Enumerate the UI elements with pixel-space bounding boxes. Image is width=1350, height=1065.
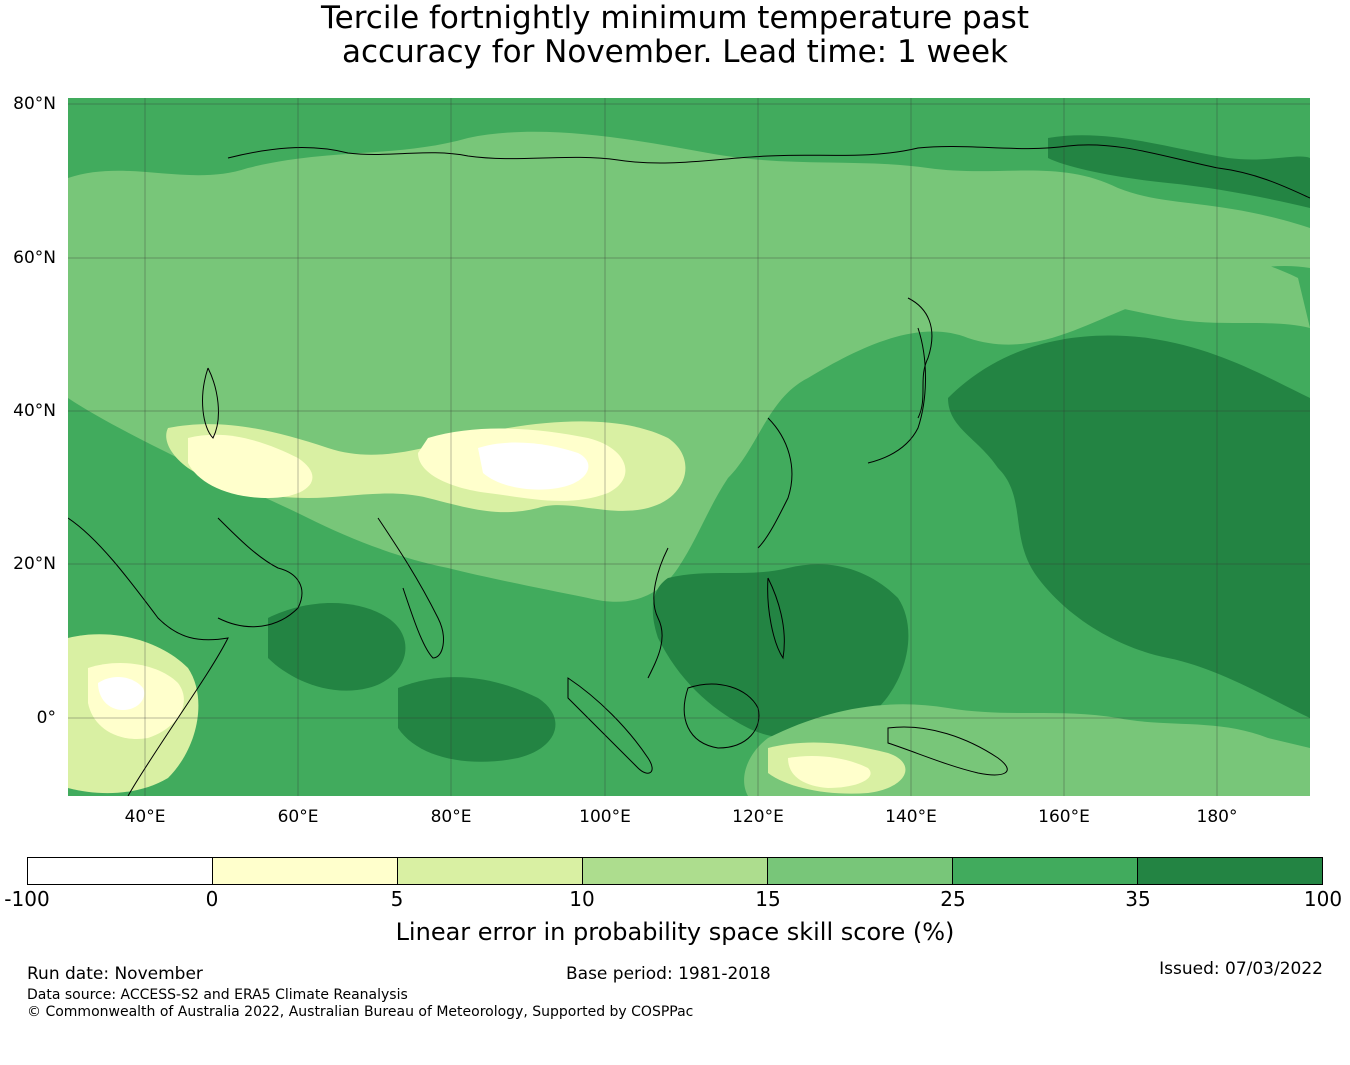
colorbar-segment [213,858,398,884]
lon-tick-100e: 100°E [579,807,631,827]
coastline-sumatra [567,677,653,774]
region-dark-green-south-asia-seas [652,564,909,739]
region-dark-green-arctic [1048,135,1310,208]
colorbar-label: Linear error in probability space skill … [395,918,955,946]
coastline-caspian [202,367,219,439]
colorbar-tick: 15 [755,887,781,911]
colorbar-tick: 5 [390,887,404,911]
copyright: © Commonwealth of Australia 2022, Austra… [27,1004,694,1020]
coastline-borneo [683,683,760,749]
colorbar-segment [953,858,1138,884]
colorbar-tick: 35 [1125,887,1151,911]
coastline-japan [867,327,926,464]
lat-tick-60n: 60°N [13,248,56,268]
lon-tick-80e: 80°E [430,807,472,827]
colorbar-segment [28,858,213,884]
region-dark-green-pacific [948,335,1310,718]
coastline-okhotsk [907,297,933,419]
region-dark-green-indian-ocean [398,677,556,762]
coastline-east-china [757,417,793,549]
colorbar-segment [583,858,768,884]
coastline-india [377,517,444,659]
lon-tick-120e: 120°E [732,807,784,827]
lat-tick-0: 0° [36,708,56,728]
coastline-arabia [217,517,303,628]
colorbar-tick: -100 [4,887,50,911]
skill-score-map [68,98,1310,796]
issued-date: Issued: 07/03/2022 [1159,959,1323,979]
coastline-philippines [767,577,785,660]
colorbar-segment [1138,858,1322,884]
colorbar-tick: 25 [940,887,966,911]
lat-tick-80n: 80°N [13,94,56,114]
region-dark-green-arabian-sea [268,603,406,691]
lon-tick-140e: 140°E [885,807,937,827]
region-yellow-plateau [188,434,313,498]
lon-tick-40e: 40°E [124,807,166,827]
lat-tick-20n: 20°N [13,554,56,574]
map-title-line-2: accuracy for November. Lead time: 1 week [341,34,1008,70]
coastline-arctic [227,144,1310,199]
lon-tick-160e: 160°E [1038,807,1090,827]
region-light-green-east-siberia [1028,214,1310,328]
lon-tick-60e: 60°E [277,807,319,827]
region-yellow-timor [788,756,871,788]
lon-tick-180: 180° [1196,807,1238,827]
data-source: Data source: ACCESS-S2 and ERA5 Climate … [27,987,408,1003]
base-period: Base period: 1981-2018 [566,964,771,984]
colorbar-tick: 0 [205,887,219,911]
region-white-east-africa [98,676,145,710]
colorbar-segment [768,858,953,884]
colorbar-tick: 10 [569,887,595,911]
coastline-indochina [647,547,669,679]
colorbar-segment [398,858,583,884]
region-white-tibet [478,442,589,490]
coastline-africa [68,517,229,796]
map-title-line-1: Tercile fortnightly minimum temperature … [321,0,1029,36]
colorbar [27,857,1323,885]
run-date: Run date: November [27,964,203,984]
lat-tick-40n: 40°N [13,401,56,421]
graticule [68,98,1310,796]
colorbar-tick: 100 [1303,887,1343,911]
coastline-new-guinea [887,726,1008,776]
coastlines [68,144,1310,796]
